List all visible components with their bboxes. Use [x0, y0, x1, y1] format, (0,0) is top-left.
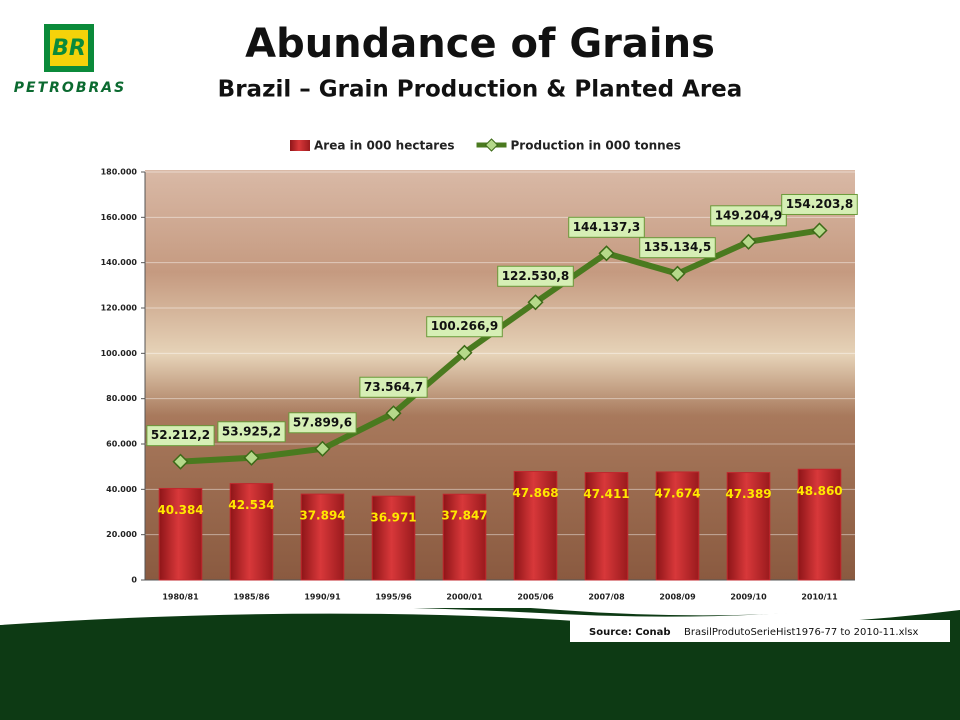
legend-label: Area in 000 hectares	[314, 139, 455, 153]
source-file: BrasilProdutoSerieHist1976-77 to 2010-11…	[684, 627, 918, 638]
bar	[513, 470, 558, 581]
line-marker	[527, 294, 544, 311]
value-label-box	[781, 193, 858, 215]
value-label-box	[426, 316, 503, 338]
y-tick-label: 180.000	[101, 168, 138, 177]
bar	[229, 483, 274, 581]
bar-value-label: 36.971	[370, 511, 416, 525]
bar	[300, 493, 345, 581]
logo-mark: BR	[52, 36, 86, 61]
bar-value-label: 42.534	[228, 498, 274, 512]
bar	[584, 472, 629, 581]
line-value-label: 149.204,9	[715, 208, 783, 222]
y-tick-label: 120.000	[101, 304, 138, 313]
logo: BR PETROBRAS	[14, 24, 126, 96]
legend-marker	[484, 138, 499, 152]
x-tick-label: 2007/08	[588, 593, 625, 602]
bar-value-label: 47.411	[583, 487, 629, 501]
line-value-label: 144.137,3	[573, 220, 641, 234]
value-label-box	[497, 265, 574, 287]
x-tick-label: 2008/09	[659, 593, 696, 602]
bar-value-label: 48.860	[796, 484, 842, 498]
y-tick-label: 80.000	[106, 394, 137, 403]
line-value-label: 100.266,9	[431, 319, 499, 333]
value-label-box	[359, 376, 428, 398]
legend-label: Production in 000 tonnes	[511, 139, 681, 153]
y-tick-label: 60.000	[106, 440, 137, 449]
line-marker	[669, 265, 686, 282]
value-label-box	[288, 412, 357, 434]
x-tick-label: 1980/81	[162, 593, 199, 602]
y-tick-label: 160.000	[101, 213, 138, 222]
line-marker	[740, 233, 757, 250]
x-tick-label: 1985/86	[233, 593, 270, 602]
x-tick-label: 2005/06	[517, 593, 554, 602]
slide-subtitle: Brazil – Grain Production & Planted Area	[218, 77, 743, 103]
logo-inner	[50, 30, 88, 66]
x-tick-label: 1995/96	[375, 593, 412, 602]
bar-value-label: 37.847	[441, 509, 487, 523]
value-label-box	[217, 421, 286, 443]
bar-value-label: 37.894	[299, 509, 345, 523]
bar-value-label: 47.868	[512, 486, 558, 500]
value-label-box	[639, 237, 716, 259]
x-tick-label: 2000/01	[446, 593, 483, 602]
y-tick-label: 40.000	[106, 485, 137, 494]
bar	[158, 487, 203, 581]
x-tick-label: 2010/11	[801, 593, 838, 602]
y-tick-label: 20.000	[106, 530, 137, 539]
line-value-label: 73.564,7	[364, 380, 423, 394]
y-tick-label: 140.000	[101, 258, 138, 267]
line-marker	[811, 222, 828, 239]
value-label-box	[146, 425, 215, 447]
line-marker	[456, 344, 473, 361]
slide-title: Abundance of Grains	[245, 21, 715, 67]
line-marker	[314, 440, 331, 457]
line-marker	[243, 449, 260, 466]
bar-value-label: 40.384	[157, 503, 203, 517]
bar	[655, 471, 700, 581]
source-box	[570, 620, 950, 642]
line-value-label: 57.899,6	[293, 415, 352, 429]
x-tick-label: 2009/10	[730, 593, 767, 602]
line-marker	[172, 453, 189, 470]
x-tick-label: 1990/91	[304, 593, 341, 602]
footer-curve	[0, 596, 960, 626]
line-value-label: 53.925,2	[222, 424, 281, 438]
bar	[726, 472, 771, 581]
bar	[371, 495, 416, 581]
bar-value-label: 47.389	[725, 487, 771, 501]
source-label: Source: Conab	[589, 627, 671, 638]
y-tick-label: 100.000	[101, 349, 138, 358]
line-marker	[385, 405, 402, 422]
y-tick-label: 0	[131, 576, 137, 585]
line-value-label: 52.212,2	[151, 428, 210, 442]
value-label-box	[568, 216, 645, 238]
bar	[442, 493, 487, 581]
line-marker	[598, 245, 615, 262]
value-label-box	[710, 205, 787, 227]
logo-name: PETROBRAS	[14, 80, 126, 96]
bar	[797, 468, 842, 581]
x-label-strip	[145, 580, 855, 608]
line-value-label: 135.134,5	[644, 240, 712, 254]
bar-value-label: 47.674	[654, 486, 700, 500]
legend-swatch	[290, 140, 310, 151]
line-value-label: 154.203,8	[786, 197, 854, 211]
line-value-label: 122.530,8	[502, 269, 570, 283]
